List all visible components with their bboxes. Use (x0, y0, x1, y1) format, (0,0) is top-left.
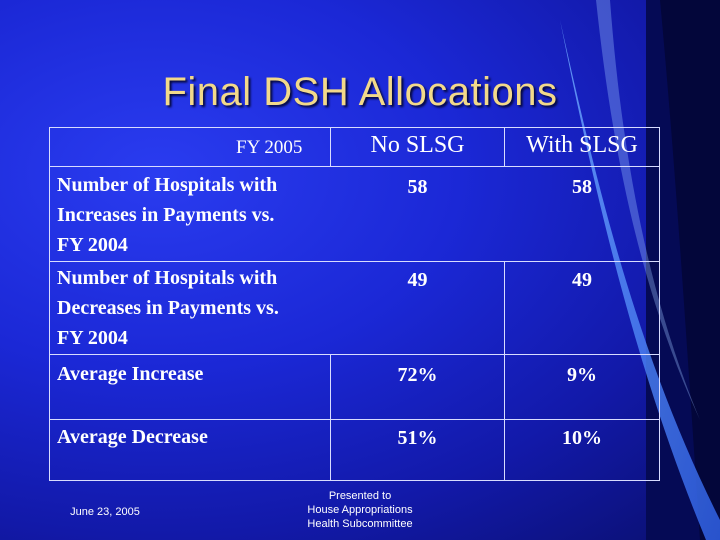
value-increases-with-slsg: 58 (572, 176, 592, 198)
header-no-slsg: No SLSG (370, 132, 465, 158)
row-divider (50, 419, 659, 420)
header-divider (50, 166, 659, 167)
column-divider (330, 128, 331, 166)
value-increases-no-slsg: 58 (407, 176, 428, 198)
header-fy-2005: FY 2005 (236, 137, 303, 158)
column-divider (504, 261, 505, 480)
slide-title: Final DSH Allocations (162, 70, 558, 114)
header-with-slsg: With SLSG (526, 132, 638, 158)
row-divider (50, 261, 659, 262)
value-average-decrease-no-slsg: 51% (397, 427, 438, 449)
value-decreases-no-slsg: 49 (407, 269, 428, 291)
value-decreases-with-slsg: 49 (572, 269, 592, 291)
allocations-table: FY 2005 No SLSG With SLSG Number of Hosp… (49, 127, 660, 481)
column-divider (330, 354, 331, 480)
light-swoosh (560, 20, 720, 540)
swoosh-highlight (596, 0, 700, 420)
value-average-increase-no-slsg: 72% (397, 364, 438, 386)
row-label-decreases: Number of Hospitals with Decreases in Pa… (57, 267, 279, 349)
row-label-increases: Number of Hospitals with Increases in Pa… (57, 174, 278, 256)
footer-presented-to: Presented to House Appropriations Health… (307, 490, 413, 530)
row-label-average-increase: Average Increase (57, 363, 204, 385)
right-edge-shadow (660, 0, 720, 540)
footer-date: June 23, 2005 (70, 506, 140, 518)
row-divider (50, 354, 659, 355)
value-average-increase-with-slsg: 9% (567, 364, 597, 386)
row-label-average-decrease: Average Decrease (57, 426, 208, 448)
value-average-decrease-with-slsg: 10% (562, 427, 602, 449)
column-divider (504, 128, 505, 166)
